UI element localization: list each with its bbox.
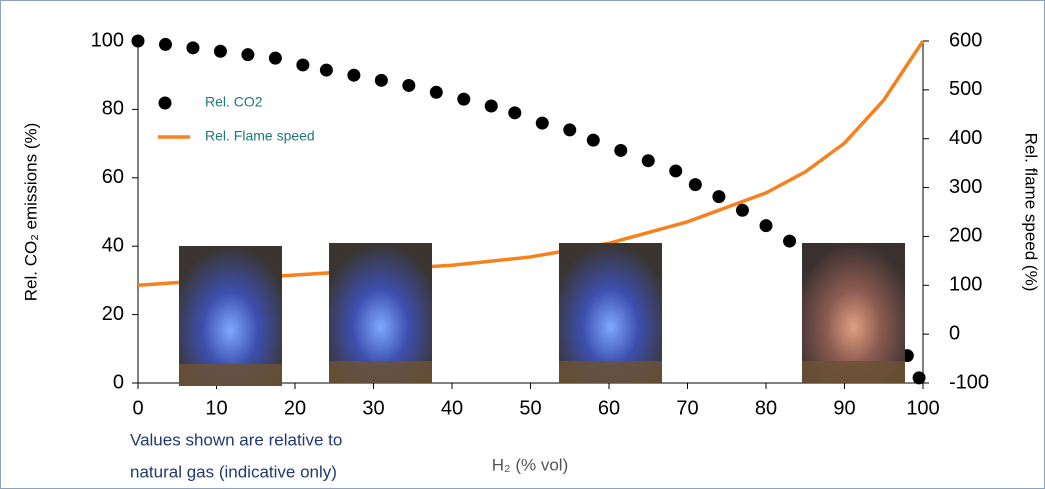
y2-tick-label: 0 [949, 322, 960, 344]
point [269, 52, 282, 65]
y2-tick-label: 200 [949, 225, 982, 247]
photo-base [179, 364, 282, 386]
point [536, 117, 549, 130]
point [132, 35, 145, 48]
x-axis-label: H₂ (% vol) [492, 455, 569, 474]
point [587, 134, 600, 147]
x-tick-label: 100 [906, 397, 939, 419]
y-tick-label: 20 [102, 303, 124, 325]
x-tick-label: 10 [205, 397, 227, 419]
y2-tick-label: 100 [949, 274, 982, 296]
legend-marker [159, 97, 172, 110]
point [669, 164, 682, 177]
legend-label: Rel. CO2 [205, 94, 263, 110]
x-tick-label: 80 [755, 397, 777, 419]
point [689, 178, 702, 191]
point [402, 79, 415, 92]
x-tick-label: 60 [598, 397, 620, 419]
y-tick-label: 40 [102, 234, 124, 256]
point [760, 219, 773, 232]
legend-label: Rel. Flame speed [205, 128, 315, 144]
point [508, 106, 521, 119]
y2-tick-label: 500 [949, 78, 982, 100]
y-tick-label: 0 [113, 371, 124, 393]
point [736, 204, 749, 217]
point [563, 123, 576, 136]
y2-tick-label: 600 [949, 29, 982, 51]
point [614, 144, 627, 157]
y2-tick-label: -100 [949, 371, 989, 393]
x-tick-label: 70 [676, 397, 698, 419]
point [347, 69, 360, 82]
point [642, 154, 655, 167]
page: Rel. CO₂ emissions (%) Rel. flame speed … [0, 0, 1045, 489]
x-tick-label: 30 [362, 397, 384, 419]
x-tick-label: 0 [132, 397, 143, 419]
y-tick-label: 100 [91, 29, 124, 51]
point [375, 74, 388, 87]
y2-tick-label: 300 [949, 176, 982, 198]
y-axis-label: Rel. CO₂ emissions (%) [21, 123, 40, 302]
point [913, 371, 926, 384]
chart: Rel. CO₂ emissions (%) Rel. flame speed … [0, 0, 1045, 489]
y-tick-label: 80 [102, 98, 124, 120]
point [457, 93, 470, 106]
point [186, 41, 199, 54]
point [296, 58, 309, 71]
annotation: Values shown are relative to [130, 430, 342, 449]
point [159, 38, 172, 51]
point [712, 190, 725, 203]
y2-tick-label: 400 [949, 127, 982, 149]
point [320, 64, 333, 77]
point [214, 45, 227, 58]
point [783, 235, 796, 248]
annotation: natural gas (indicative only) [130, 462, 337, 481]
y2-axis-label: Rel. flame speed (%) [1022, 133, 1041, 292]
x-tick-label: 50 [519, 397, 541, 419]
x-tick-label: 20 [284, 397, 306, 419]
point [241, 48, 254, 61]
photo-base [802, 361, 905, 383]
y-tick-label: 60 [102, 166, 124, 188]
x-tick-label: 40 [441, 397, 463, 419]
photo-base [329, 361, 432, 383]
x-tick-label: 90 [833, 397, 855, 419]
point [430, 86, 443, 99]
point [485, 99, 498, 112]
photo-base [559, 361, 662, 383]
